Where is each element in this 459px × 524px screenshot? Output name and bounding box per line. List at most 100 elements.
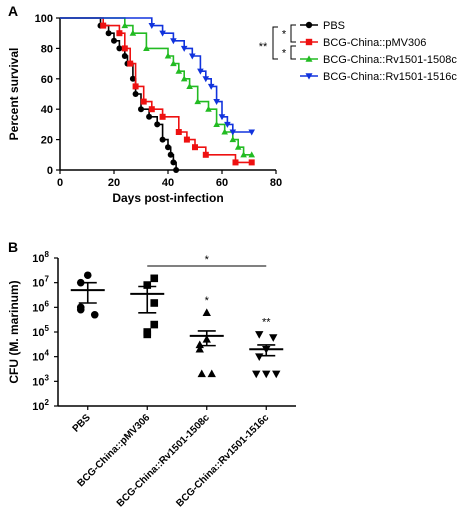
- series-line: [60, 17, 177, 170]
- series-point: [186, 82, 193, 89]
- significance-label: *: [205, 254, 210, 266]
- series-point: [138, 106, 144, 113]
- y-tick-label: 0: [47, 165, 53, 177]
- series-point: [213, 120, 220, 127]
- data-point: [269, 334, 278, 342]
- x-tick-label: 40: [162, 177, 174, 189]
- panel-b-letter: B: [8, 239, 18, 255]
- series-point: [148, 106, 155, 113]
- series-line: [60, 17, 252, 164]
- data-point: [150, 274, 159, 283]
- y-tick-label: 107: [32, 275, 49, 290]
- series-point: [224, 121, 231, 128]
- data-point: [207, 369, 216, 378]
- series-point: [143, 44, 150, 51]
- data-point: [252, 370, 261, 379]
- series-point: [202, 151, 209, 158]
- data-point: [90, 310, 99, 319]
- series-point: [132, 83, 139, 90]
- series-point: [116, 45, 123, 52]
- legend-label: PBS: [323, 20, 345, 32]
- legend-label: BCG-China::pMV306: [323, 37, 426, 49]
- series-point: [213, 99, 220, 106]
- series-point: [129, 29, 137, 36]
- data-point: [262, 370, 271, 379]
- y-tick-label: 40: [41, 104, 53, 116]
- data-point: [76, 303, 85, 312]
- y-tick-label: 20: [41, 135, 53, 147]
- series-point: [229, 136, 237, 143]
- significance-label: *: [282, 29, 287, 41]
- legend-marker: [305, 73, 313, 80]
- series-point: [194, 98, 201, 105]
- x-tick-label: PBS: [71, 412, 94, 435]
- data-point: [83, 271, 92, 280]
- series-point: [248, 159, 255, 166]
- series-point: [229, 129, 237, 136]
- data-point: [143, 281, 152, 289]
- series-point: [165, 144, 171, 151]
- legend-marker: [305, 55, 313, 62]
- series-point: [111, 37, 117, 44]
- series-point: [170, 159, 177, 166]
- y-tick-label: 100: [35, 13, 53, 25]
- data-point: [255, 353, 264, 362]
- series-point: [121, 45, 128, 52]
- series-point: [146, 113, 153, 120]
- series-point: [175, 129, 182, 135]
- series-point: [159, 113, 166, 120]
- series-point: [127, 60, 134, 67]
- series-point: [248, 129, 255, 136]
- series-point: [167, 151, 174, 158]
- x-tick-label: 20: [108, 177, 120, 189]
- series-point: [197, 68, 204, 75]
- series-point: [121, 22, 129, 29]
- data-point: [197, 369, 206, 378]
- data-point: [150, 320, 159, 329]
- y-tick-label: 60: [41, 74, 53, 86]
- significance-label: **: [259, 41, 268, 53]
- data-point: [143, 328, 152, 336]
- legend-label: BCG-China::Rv1501-1516c: [323, 71, 457, 83]
- series-point: [248, 151, 255, 158]
- data-point: [272, 370, 281, 379]
- x-tick-label: 80: [270, 177, 282, 189]
- legend-bracket: [272, 26, 278, 60]
- series-point: [234, 143, 242, 150]
- x-axis-title: Days post-infection: [112, 191, 223, 205]
- series-point: [159, 136, 166, 143]
- significance-label: **: [262, 316, 271, 328]
- series-point: [132, 91, 139, 97]
- series-point: [218, 114, 226, 121]
- y-tick-label: 104: [32, 349, 49, 364]
- data-point: [195, 340, 204, 349]
- legend-bracket: [290, 45, 296, 60]
- cfu-chart: 108 107 106 105 104 103 102 CFU (M. marinum) PBS…: [7, 250, 296, 509]
- y-tick-label: 102: [32, 398, 49, 413]
- series-point: [164, 52, 172, 59]
- series-point: [202, 76, 210, 83]
- data-point: [150, 299, 159, 307]
- series-point: [175, 67, 183, 74]
- series-point: [148, 23, 156, 30]
- series-point: [105, 30, 112, 37]
- y-axis-title: Percent survival: [7, 48, 21, 141]
- series-point: [240, 151, 247, 158]
- series-point: [189, 53, 196, 60]
- survival-chart: 0 20 40 60 80 100 0 20 40 60 80 Days post-infection…: [7, 13, 457, 205]
- series-point: [192, 144, 198, 151]
- significance-label: *: [282, 48, 287, 60]
- y-axis-title: CFU (M. marinum): [7, 280, 21, 383]
- series-point: [100, 22, 107, 29]
- x-tick-label: 0: [57, 177, 63, 189]
- y-tick-label: 108: [32, 250, 49, 265]
- series-point: [159, 30, 166, 37]
- series-point: [170, 38, 177, 45]
- legend-label: BCG-China::Rv1501-1508c: [323, 54, 457, 66]
- legend-bracket: [290, 24, 296, 43]
- series-point: [170, 60, 177, 67]
- panel-a-letter: A: [8, 3, 18, 19]
- series-point: [180, 75, 188, 82]
- series-point: [121, 53, 128, 59]
